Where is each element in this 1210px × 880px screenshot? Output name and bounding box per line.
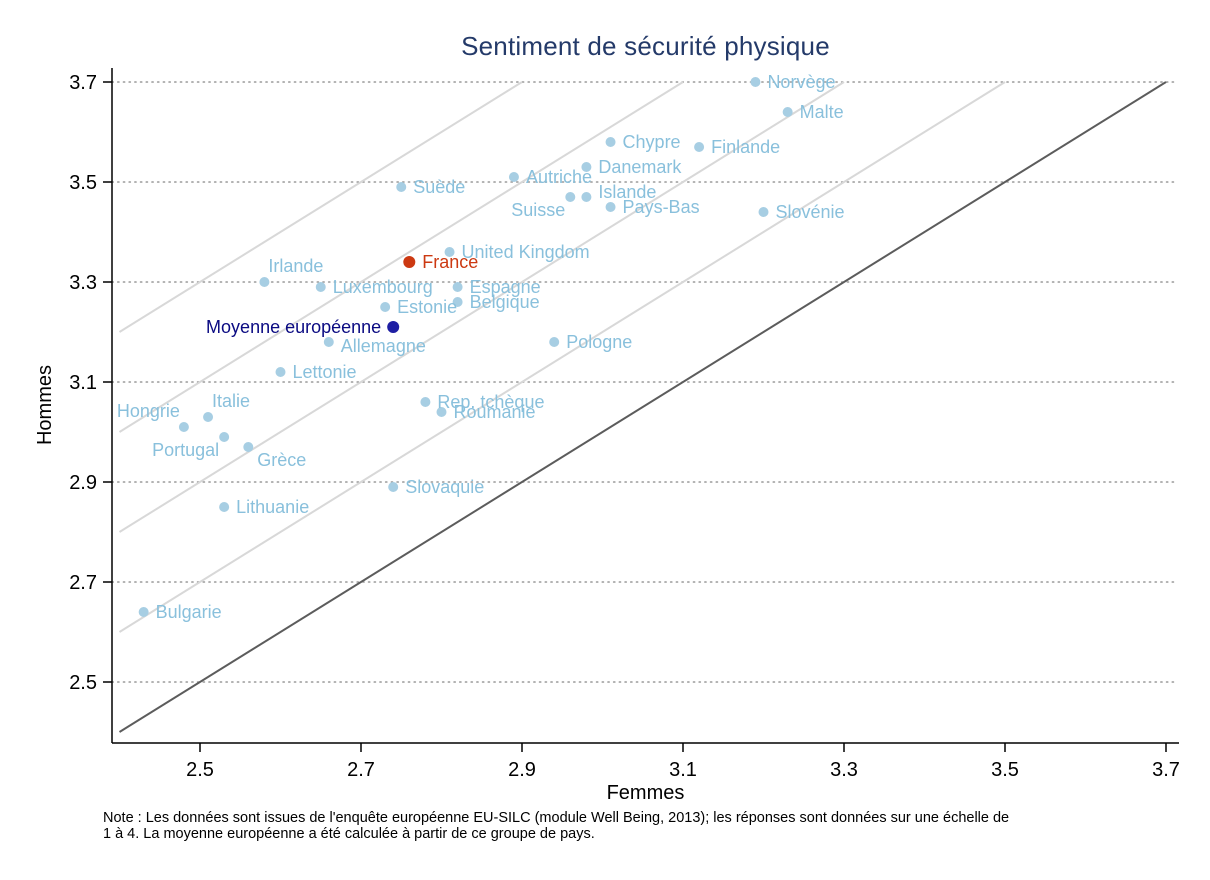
data-point-allemagne	[323, 337, 334, 347]
x-tick-label-3.7: 3.7	[1152, 759, 1180, 781]
data-point-irlande	[259, 277, 270, 287]
data-point-danemark	[581, 162, 592, 172]
y-tick-label-2.7: 2.7	[69, 572, 97, 594]
x-tick-label-2.9: 2.9	[508, 759, 536, 781]
data-point-espagne	[452, 282, 463, 292]
data-label-hongrie: Hongrie	[117, 401, 180, 421]
reference-line-plus-0.4	[118, 81, 845, 533]
data-label-france: France	[422, 252, 478, 272]
data-point-united-kingdom	[444, 247, 455, 257]
data-label-finlande: Finlande	[711, 137, 780, 157]
data-label-slovaquie: Slovaquie	[405, 477, 484, 497]
data-label-norvege: Norvège	[767, 72, 835, 92]
data-point-grece	[243, 442, 254, 452]
data-label-autriche: Autriche	[526, 167, 592, 187]
data-point-pologne	[549, 337, 560, 347]
note-line-1: Note : Les données sont issues de l'enqu…	[103, 810, 1010, 826]
series-pays-europeens: Norvège Malte Chypre Finlande Danemark Autric…	[117, 72, 845, 622]
data-point-slovenie	[758, 207, 769, 217]
source-note: Note : Les données sont issues de l'enqu…	[103, 810, 1010, 842]
data-label-slovenie: Slovénie	[776, 202, 845, 222]
data-point-italie	[203, 412, 214, 422]
y-tick-label-3.3: 3.3	[69, 272, 97, 294]
data-point-finlande	[694, 142, 705, 152]
data-label-roumanie: Roumanie	[454, 402, 536, 422]
data-point-roumanie	[436, 407, 447, 417]
data-label-suisse: Suisse	[511, 200, 565, 220]
axes: 2.5 2.7 2.9 3.1 3.3 3.5 3.7 2.5 2.7 2.9 3.1 3.3 3.5 3…	[69, 68, 1180, 781]
data-point-pays-bas	[605, 202, 616, 212]
y-axis-title: Hommes	[34, 365, 56, 446]
data-label-estonie: Estonie	[397, 297, 457, 317]
x-tick-label-3.5: 3.5	[991, 759, 1019, 781]
data-point-estonie	[380, 302, 391, 312]
data-label-belgique: Belgique	[470, 292, 540, 312]
data-label-rep-tcheque: Rep. tchèque	[437, 392, 544, 412]
reference-line-plus-0.8	[118, 81, 523, 333]
x-tick-label-3.3: 3.3	[830, 759, 858, 781]
y-tick-label-2.5: 2.5	[69, 672, 97, 694]
data-point-malte	[782, 107, 793, 117]
data-label-espagne: Espagne	[470, 277, 541, 297]
data-point-bulgarie	[138, 607, 149, 617]
data-point-islande	[581, 192, 592, 202]
data-label-moyenne-europeenne: Moyenne européenne	[206, 317, 381, 337]
data-label-portugal: Portugal	[152, 440, 219, 460]
y-tick-label-3.5: 3.5	[69, 172, 97, 194]
data-point-suisse	[565, 192, 576, 202]
series-moyenne-europeenne: Moyenne européenne	[206, 317, 400, 337]
reference-line-plus-0.2	[118, 81, 1006, 633]
reference-line-plus-0.6	[118, 81, 684, 433]
data-point-autriche	[508, 172, 519, 182]
y-tick-label-3.7: 3.7	[69, 72, 97, 94]
data-label-suede: Suède	[413, 177, 465, 197]
data-points: Norvège Malte Chypre Finlande Danemark Autric…	[117, 72, 845, 622]
data-point-lettonie	[275, 367, 286, 377]
data-label-danemark: Danemark	[598, 157, 682, 177]
data-point-portugal	[219, 432, 230, 442]
data-point-suede	[396, 182, 407, 192]
gridlines	[111, 81, 1178, 683]
x-tick-label-3.1: 3.1	[669, 759, 697, 781]
data-label-chypre: Chypre	[623, 132, 681, 152]
data-label-italie: Italie	[212, 391, 250, 411]
x-axis-title: Femmes	[606, 782, 685, 804]
data-label-malte: Malte	[800, 102, 844, 122]
chart-title: Sentiment de sécurité physique	[461, 31, 830, 61]
reference-lines	[118, 81, 1167, 733]
data-label-pologne: Pologne	[566, 332, 632, 352]
data-label-lithuanie: Lithuanie	[236, 497, 309, 517]
data-label-grece: Grèce	[257, 450, 306, 470]
data-point-norvege	[750, 77, 761, 87]
data-point-rep-tcheque	[420, 397, 431, 407]
data-label-pays-bas: Pays-Bas	[623, 197, 700, 217]
data-label-irlande: Irlande	[268, 256, 323, 276]
data-point-lithuanie	[219, 502, 230, 512]
data-label-allemagne: Allemagne	[341, 336, 426, 356]
x-tick-label-2.5: 2.5	[186, 759, 214, 781]
data-point-moyenne-europeenne	[387, 321, 400, 333]
data-label-islande: Islande	[598, 182, 656, 202]
data-point-luxembourg	[315, 282, 326, 292]
data-point-belgique	[452, 297, 463, 307]
data-label-luxembourg: Luxembourg	[333, 277, 433, 297]
data-point-hongrie	[178, 422, 189, 432]
identity-line	[118, 81, 1167, 733]
data-label-bulgarie: Bulgarie	[156, 602, 222, 622]
y-tick-label-3.1: 3.1	[69, 372, 97, 394]
series-france: France	[403, 252, 478, 272]
x-tick-label-2.7: 2.7	[347, 759, 375, 781]
data-label-united-kingdom: United Kingdom	[462, 242, 590, 262]
scatter-plot: 2.5 2.7 2.9 3.1 3.3 3.5 3.7 2.5 2.7 2.9 3.1 3.3 3.5 3…	[69, 68, 1180, 781]
data-point-chypre	[605, 137, 616, 147]
y-tick-label-2.9: 2.9	[69, 472, 97, 494]
data-label-lettonie: Lettonie	[293, 362, 357, 382]
note-line-2: 1 à 4. La moyenne européenne a été calcu…	[103, 825, 595, 842]
data-point-slovaquie	[388, 482, 399, 492]
data-point-france	[403, 256, 416, 268]
